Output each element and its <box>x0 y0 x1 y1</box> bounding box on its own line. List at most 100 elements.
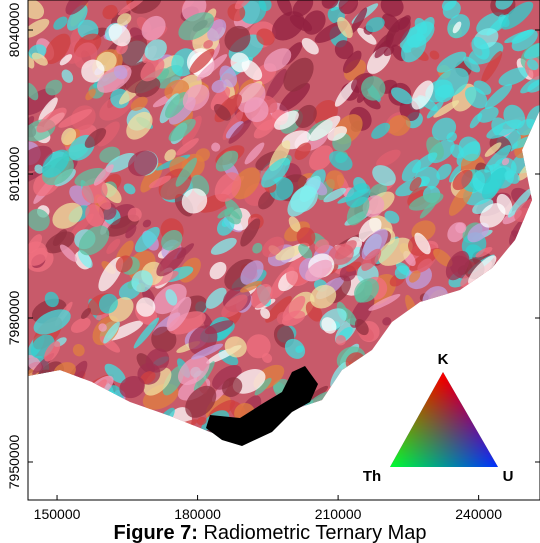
raster-patch <box>473 395 507 423</box>
raster-patch <box>529 134 540 158</box>
raster-patch <box>301 413 341 454</box>
raster-patch <box>513 432 524 443</box>
raster-patch <box>450 313 462 325</box>
raster-patch <box>425 313 458 342</box>
raster-patch <box>513 262 540 300</box>
caption-label: Figure 7: <box>113 522 197 543</box>
raster-patch <box>523 392 540 419</box>
raster-patch <box>516 394 540 422</box>
raster-patch <box>460 363 496 401</box>
raster-patch <box>522 253 540 274</box>
raster-patch <box>394 371 418 395</box>
raster-patch <box>34 411 55 434</box>
raster-patch <box>101 415 135 450</box>
raster-patch <box>515 389 540 415</box>
raster-patch <box>487 342 512 365</box>
raster-patch <box>502 261 527 290</box>
x-tick-label: 210000 <box>315 506 362 522</box>
map-figure: K Th U Figure 7: Radiometric Ternary Map… <box>0 0 540 543</box>
caption-text: Radiometric Ternary Map <box>203 522 426 543</box>
raster-patch <box>520 406 540 433</box>
raster-patch <box>469 386 488 406</box>
raster-patch <box>515 332 540 368</box>
raster-patch <box>257 434 278 460</box>
raster-patch <box>411 332 439 367</box>
y-tick-label: 8010000 <box>6 147 22 202</box>
raster-patch <box>521 432 540 454</box>
raster-patch <box>31 439 53 460</box>
raster-patch <box>125 416 151 440</box>
raster-patch <box>107 403 123 418</box>
raster-patch <box>18 387 60 423</box>
raster-patch <box>449 294 472 318</box>
raster-patch <box>18 400 49 434</box>
raster-patch <box>99 422 131 455</box>
raster-patch <box>19 425 50 456</box>
raster-patch <box>445 301 476 329</box>
raster-patch <box>345 394 371 418</box>
raster-patch <box>494 364 529 398</box>
raster-patch <box>389 392 418 418</box>
raster-patch <box>63 400 100 428</box>
raster-patch <box>514 425 539 449</box>
raster-patch <box>509 346 540 383</box>
raster-patch <box>344 420 362 441</box>
raster-patch <box>405 309 430 338</box>
raster-patch <box>501 349 534 383</box>
raster-patch <box>103 408 134 432</box>
raster-patch <box>112 406 153 443</box>
y-tick-label: 7980000 <box>6 291 22 346</box>
raster-patch <box>389 413 408 432</box>
legend-k: K <box>438 351 449 368</box>
raster-patch <box>489 415 522 452</box>
raster-patch <box>415 314 450 341</box>
raster-patch <box>131 416 148 432</box>
raster-patch <box>525 241 540 263</box>
raster-patch <box>466 372 487 392</box>
raster-patch <box>463 376 495 408</box>
raster-patch <box>514 389 540 410</box>
raster-patch <box>25 416 38 427</box>
raster-patch <box>373 378 402 401</box>
raster-patch <box>176 433 201 458</box>
raster-patch <box>141 429 172 460</box>
raster-patch <box>499 274 520 295</box>
raster-patch <box>459 334 493 368</box>
raster-patch <box>478 397 515 422</box>
raster-patch <box>100 411 130 438</box>
y-tick-label: 7950000 <box>6 435 22 490</box>
raster-patch <box>504 342 531 367</box>
x-tick-label: 180000 <box>174 506 221 522</box>
raster-patch <box>480 296 503 322</box>
raster-patch <box>406 321 436 344</box>
raster-patch <box>378 382 415 419</box>
legend-u: U <box>503 468 514 485</box>
caption: Figure 7: Radiometric Ternary Map <box>113 522 426 543</box>
raster-patch <box>36 400 69 433</box>
raster-patch <box>343 396 363 414</box>
raster-patch <box>35 381 47 393</box>
raster-patch <box>295 410 326 445</box>
raster-patch <box>471 351 505 383</box>
raster-patch <box>457 325 469 338</box>
raster-patch <box>455 354 479 379</box>
raster-patch <box>384 337 411 365</box>
raster-patch <box>507 426 540 456</box>
raster-patch <box>170 427 205 460</box>
raster-patch <box>314 412 351 447</box>
raster-patch <box>345 370 376 394</box>
raster-patch <box>160 425 198 464</box>
raster-patch <box>490 321 526 345</box>
raster-patch <box>74 409 118 450</box>
raster-patch <box>378 367 395 383</box>
ternary-legend: K Th U <box>363 351 514 485</box>
raster-patch <box>488 439 520 460</box>
raster-patch <box>403 330 436 363</box>
raster-patch <box>159 433 178 450</box>
raster-patch <box>467 352 485 370</box>
raster-patch <box>504 402 536 430</box>
raster-patch <box>45 381 62 396</box>
raster-patch <box>487 335 516 365</box>
raster-patch <box>427 301 457 334</box>
raster-patch <box>474 343 513 374</box>
